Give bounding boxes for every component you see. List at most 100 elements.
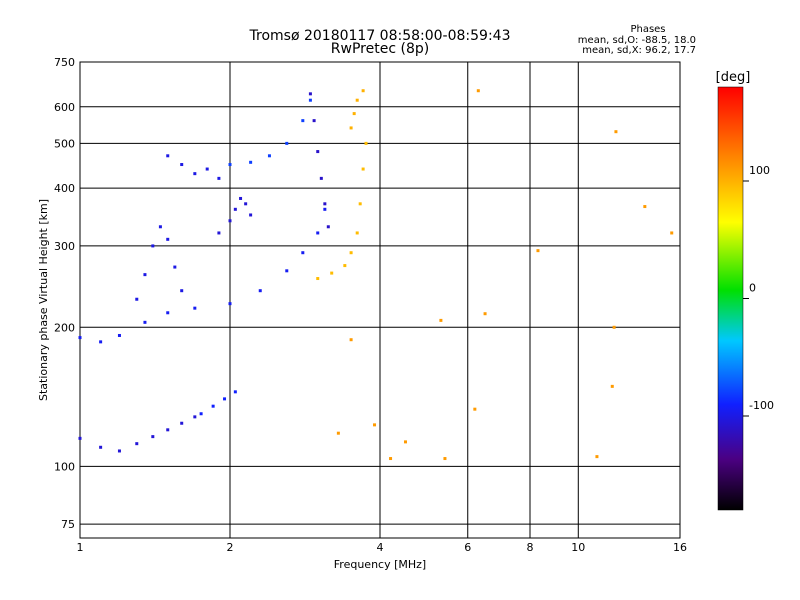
- data-point: [166, 428, 170, 432]
- data-point: [193, 306, 197, 310]
- data-point: [143, 320, 147, 324]
- data-point: [439, 318, 443, 322]
- data-point: [323, 207, 327, 211]
- data-point: [536, 249, 540, 253]
- data-point: [473, 407, 477, 411]
- data-point: [308, 92, 312, 96]
- data-point: [301, 119, 305, 123]
- data-point: [612, 325, 616, 329]
- data-point: [349, 251, 353, 255]
- data-point: [78, 436, 82, 440]
- x-tick-label: 10: [571, 541, 585, 554]
- data-point: [143, 273, 147, 277]
- plot-area: 1 2 4 6 8 10 16 75 100 200 300 400 500 600 750: [54, 56, 687, 554]
- data-point: [99, 340, 103, 344]
- data-point: [349, 338, 353, 342]
- data-point: [610, 384, 614, 388]
- colorbar-gradient: [717, 86, 744, 511]
- data-point: [267, 154, 271, 158]
- data-point: [135, 442, 139, 446]
- data-point: [443, 457, 447, 461]
- data-point: [258, 289, 262, 293]
- y-tick-label: 600: [54, 101, 75, 114]
- data-point: [319, 176, 323, 180]
- data-point: [217, 231, 221, 235]
- y-tick-label: 200: [54, 321, 75, 334]
- colorbar: [deg] 100 0 -100: [716, 70, 774, 511]
- colorbar-ticks: 100 0 -100: [743, 164, 774, 417]
- data-point: [643, 205, 647, 209]
- data-point: [228, 163, 232, 167]
- data-point: [228, 219, 232, 223]
- x-tick-label: 16: [673, 541, 687, 554]
- data-point: [166, 237, 170, 241]
- stats-header: Phases: [630, 24, 665, 35]
- y-tick-label: 100: [54, 460, 75, 473]
- data-point: [403, 440, 407, 444]
- data-point: [316, 150, 320, 154]
- data-point: [355, 231, 359, 235]
- data-point: [483, 312, 487, 316]
- data-point: [312, 119, 316, 123]
- data-point: [670, 231, 674, 235]
- stats-o-line: mean, sd,O: -88.5, 18.0: [578, 35, 696, 46]
- data-point: [180, 163, 184, 167]
- x-tick-label: 6: [464, 541, 471, 554]
- data-point: [244, 202, 248, 206]
- x-tick-label: 4: [377, 541, 384, 554]
- data-point: [343, 264, 347, 268]
- data-point: [316, 277, 320, 281]
- y-tick-label: 750: [54, 56, 75, 69]
- data-point: [389, 457, 393, 461]
- x-tick-label: 2: [227, 541, 234, 554]
- data-point: [239, 196, 243, 200]
- chart-subtitle: RwPretec (8p): [331, 41, 429, 57]
- colorbar-tick-label: 100: [749, 164, 770, 177]
- data-point: [249, 213, 253, 217]
- data-point: [316, 231, 320, 235]
- data-point: [361, 89, 365, 93]
- data-point: [193, 172, 197, 176]
- data-point: [228, 302, 232, 306]
- data-point: [285, 141, 289, 145]
- data-point: [166, 311, 170, 315]
- x-gridlines: [229, 62, 579, 538]
- data-point: [361, 167, 365, 171]
- y-gridlines: [80, 106, 680, 525]
- x-tick-label: 8: [527, 541, 534, 554]
- data-point: [364, 141, 368, 145]
- data-point: [326, 225, 330, 229]
- data-point: [193, 415, 197, 419]
- x-tick-label: 1: [77, 541, 84, 554]
- data-point: [217, 176, 221, 180]
- data-point: [352, 112, 356, 116]
- data-point: [614, 130, 618, 134]
- data-point: [233, 390, 237, 394]
- data-point: [308, 98, 312, 102]
- data-point: [158, 225, 162, 229]
- data-point: [323, 202, 327, 206]
- data-point: [180, 289, 184, 293]
- data-point: [233, 207, 237, 211]
- data-point: [349, 126, 353, 130]
- data-point: [330, 271, 334, 275]
- data-point: [135, 297, 139, 301]
- colorbar-tick-label: 0: [749, 282, 756, 295]
- data-point: [476, 89, 480, 93]
- x-tick-labels: 1 2 4 6 8 10 16: [77, 541, 688, 554]
- stats-x-line: mean, sd,X: 96.2, 17.7: [582, 45, 696, 56]
- data-point: [166, 154, 170, 158]
- data-point: [117, 449, 121, 453]
- colorbar-unit-label: [deg]: [716, 70, 751, 85]
- y-tick-label: 400: [54, 182, 75, 195]
- chart-title: Tromsø 20180117 08:58:00-08:59:43: [249, 28, 511, 44]
- data-point: [358, 202, 362, 206]
- data-point: [151, 435, 155, 439]
- data-point: [223, 397, 227, 401]
- y-tick-labels: 75 100 200 300 400 500 600 750: [54, 56, 75, 531]
- data-point: [180, 421, 184, 425]
- data-point: [373, 423, 377, 427]
- data-point: [211, 404, 215, 408]
- data-point: [285, 269, 289, 273]
